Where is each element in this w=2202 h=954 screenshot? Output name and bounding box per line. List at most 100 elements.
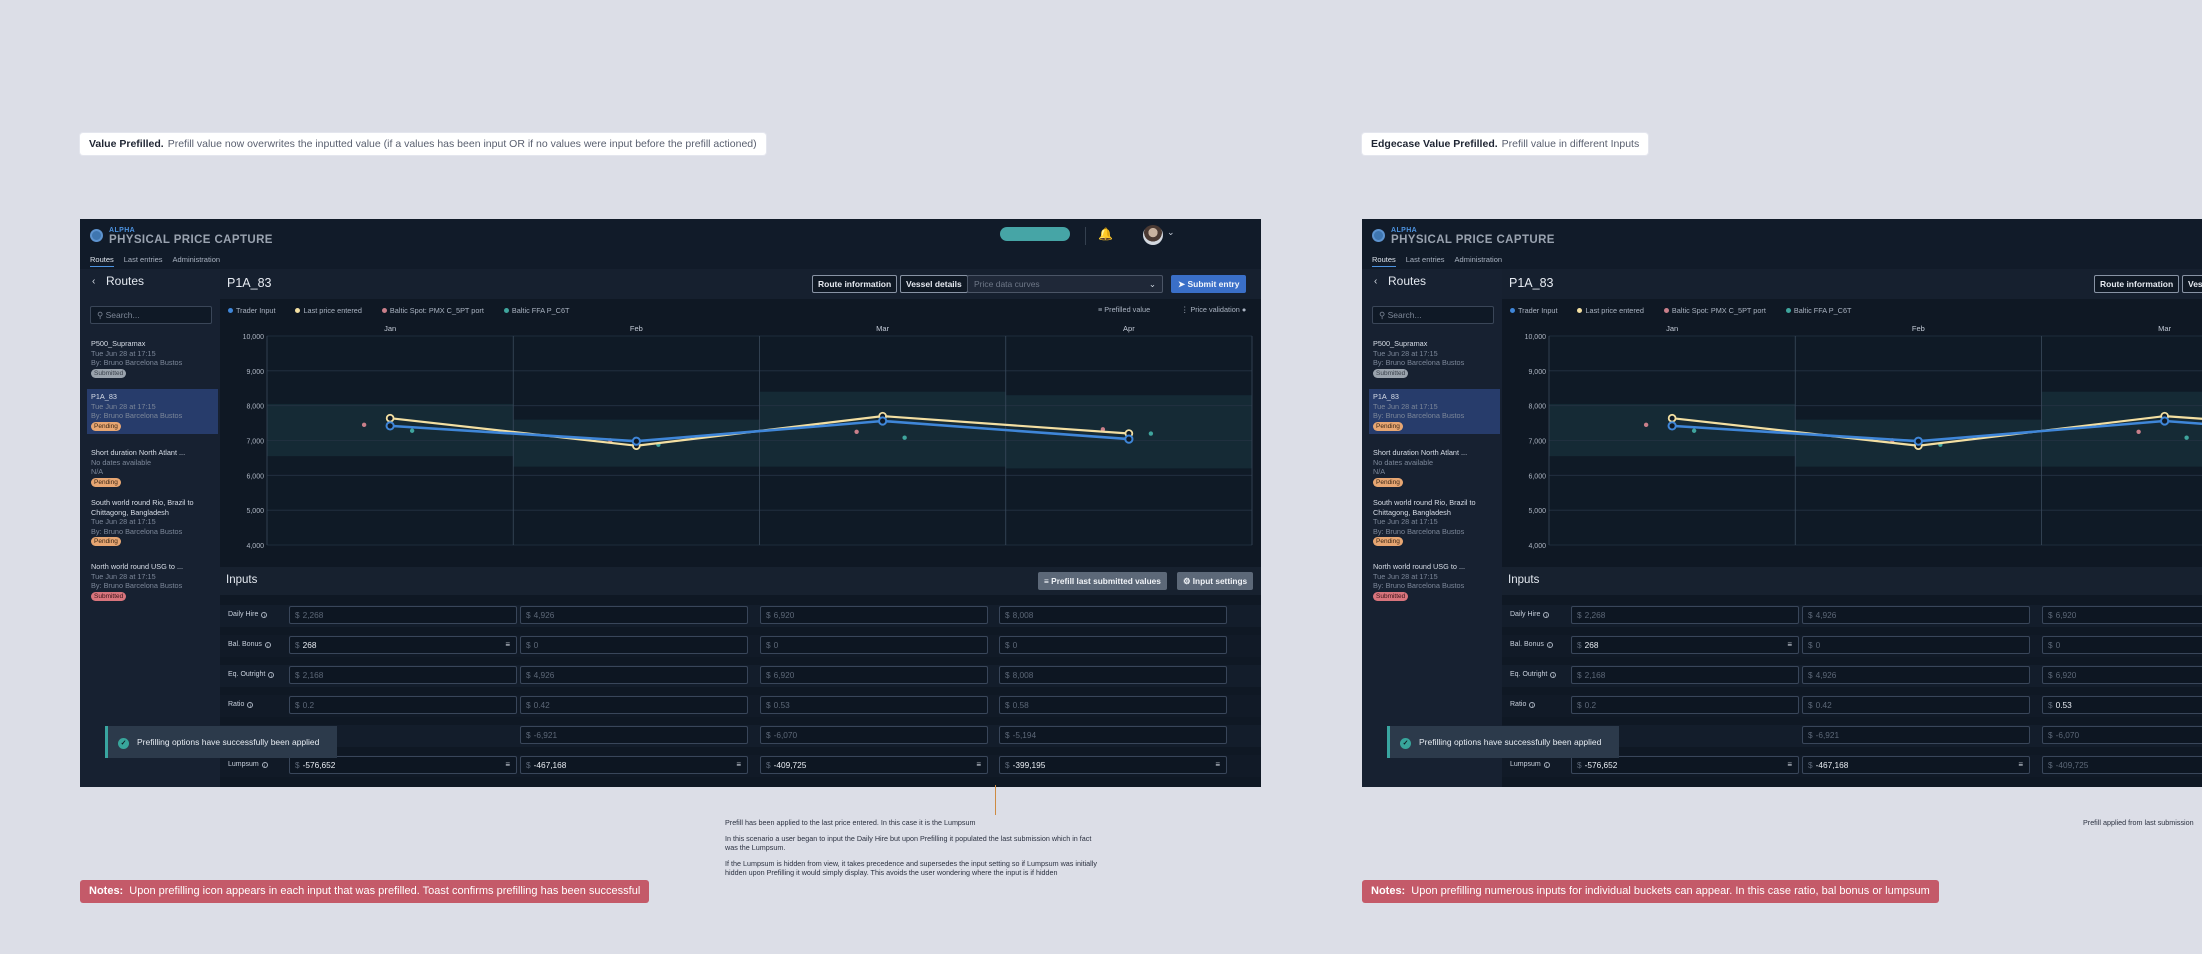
price-input[interactable]: $ -6,070 (760, 726, 988, 744)
price-input[interactable]: $ -6,070 (2042, 726, 2202, 744)
route-list-item[interactable]: Short duration North Atlant ... No dates … (91, 448, 186, 487)
input-row: Bal. Bonus i $268 ≡ $0 $0 (1502, 635, 2202, 657)
price-input[interactable]: $6,920 (760, 606, 988, 624)
nav-tab-2[interactable]: Administration (172, 255, 221, 264)
route-list-item[interactable]: South world round Rio, Brazil to Chittago… (91, 498, 194, 547)
legend-item[interactable]: Trader Input (1510, 306, 1567, 315)
y-tick-label: 7,000 (246, 439, 264, 446)
price-input[interactable]: $ -6,921 (1802, 726, 2030, 744)
nav-tab-2[interactable]: Administration (1454, 255, 1503, 264)
input-row: $ -6,921 $ -6,070 (1502, 725, 2202, 747)
info-icon: i (247, 702, 254, 708)
price-input[interactable]: $ -576,652 ≡ (289, 756, 517, 774)
route-information-button[interactable]: Route information (812, 275, 898, 293)
info-icon: i (264, 642, 271, 648)
price-input[interactable]: $ -409,725 ≡ (760, 756, 988, 774)
price-input[interactable]: $0.58 (999, 696, 1227, 714)
prefill-icon: ≡ (1098, 305, 1105, 314)
route-list-item[interactable]: P500_Supramax Tue Jun 28 at 17:15 By: Brun… (91, 339, 183, 378)
price-input[interactable]: $ -409,725 (2042, 756, 2202, 774)
baltic-spot-point (1100, 427, 1106, 432)
submit-entry-button[interactable]: ➤ Submit entry (1171, 275, 1247, 293)
legend-item[interactable]: Baltic Spot: PMX C_5PT port (381, 306, 494, 315)
price-input[interactable]: $4,926 (1802, 666, 2030, 684)
legend-item[interactable]: Last price entered (295, 306, 371, 315)
baltic-ffa-point (409, 428, 415, 433)
price-input[interactable]: $ -467,168 ≡ (520, 756, 748, 774)
route-list-item[interactable]: Short duration North Atlant ... No dates … (1373, 448, 1468, 487)
route-list-item[interactable]: North world round USG to ... Tue Jun 28 a… (1373, 562, 1466, 601)
legend-item[interactable]: Baltic FFA P_C6T (1785, 306, 1862, 315)
search-input[interactable]: ⚲ Search... (90, 306, 212, 324)
route-list-item[interactable]: North world round USG to ... Tue Jun 28 a… (91, 562, 184, 601)
price-input[interactable]: $4,926 (520, 666, 748, 684)
price-input[interactable]: $2,268 (1571, 606, 1799, 624)
price-input[interactable]: $0 (520, 636, 748, 654)
price-input[interactable]: $6,920 (2042, 666, 2202, 684)
price-input[interactable]: $0.2 (289, 696, 517, 714)
vessel-details-button[interactable]: Vessel details (900, 275, 968, 293)
price-input[interactable]: $8,008 (999, 606, 1227, 624)
price-input[interactable]: $268 ≡ (1571, 636, 1799, 654)
price-input[interactable]: $4,926 (1802, 606, 2030, 624)
legend-item[interactable]: Trader Input (228, 306, 285, 315)
bell-icon[interactable]: 🔔 (1098, 227, 1113, 241)
price-input[interactable]: $0.42 (520, 696, 748, 714)
annotation-text-right: Prefill applied from last submission (2083, 818, 2194, 827)
route-information-button[interactable]: Route information (2094, 275, 2180, 293)
back-chevron-icon[interactable]: ‹ (92, 276, 96, 287)
route-list-item[interactable]: P1A_83 Tue Jun 28 at 17:15 By: Bruno Barce… (1369, 389, 1500, 434)
price-input[interactable]: $ -399,195 ≡ (999, 756, 1227, 774)
price-input[interactable]: $2,168 (289, 666, 517, 684)
input-row: $ -6,921 $ -6,070 $ -5,194 (220, 725, 1261, 747)
legend-item[interactable]: Last price entered (1577, 306, 1653, 315)
price-input[interactable]: $6,920 (760, 666, 988, 684)
price-input[interactable]: $ -467,168 ≡ (1802, 756, 2030, 774)
back-chevron-icon[interactable]: ‹ (1374, 276, 1378, 287)
input-settings-button[interactable]: ⚙ Input settings (1177, 572, 1254, 590)
chevron-down-icon[interactable]: ⌄ (1167, 227, 1175, 237)
price-input[interactable]: $ -5,194 (999, 726, 1227, 744)
price-input[interactable]: $2,168 (1571, 666, 1799, 684)
nav-tab-0[interactable]: Routes (1372, 255, 1396, 267)
search-input[interactable]: ⚲ Search... (1372, 306, 1494, 324)
avatar[interactable] (1143, 225, 1163, 245)
price-input[interactable]: $0.53 (2042, 696, 2202, 714)
price-input[interactable]: $268 ≡ (289, 636, 517, 654)
status-pill[interactable] (1000, 227, 1070, 241)
price-input[interactable]: $ -576,652 ≡ (1571, 756, 1799, 774)
price-data-curves-select[interactable]: Price data curves ⌄ (967, 275, 1163, 293)
price-input[interactable]: $0.53 (760, 696, 988, 714)
price-input[interactable]: $0.42 (1802, 696, 2030, 714)
price-input[interactable]: $6,920 (2042, 606, 2202, 624)
price-input[interactable]: $0.2 (1571, 696, 1799, 714)
prefill-last-submitted-button[interactable]: ≡ Prefill last submitted values (1038, 572, 1167, 590)
header-divider (1085, 227, 1086, 245)
baltic-ffa-point (2184, 435, 2189, 440)
nav-tab-1[interactable]: Last entries (123, 255, 163, 264)
price-input[interactable]: $2,268 (289, 606, 517, 624)
main-nav: Routes Last entries Administration (1372, 255, 1512, 267)
price-input[interactable]: $ -6,921 (520, 726, 748, 744)
price-input[interactable]: $0 (1802, 636, 2030, 654)
price-input[interactable]: $0 (2042, 636, 2202, 654)
nav-tab-0[interactable]: Routes (90, 255, 114, 267)
legend-item[interactable]: Baltic Spot: PMX C_5PT port (1663, 306, 1776, 315)
price-input[interactable]: $8,008 (999, 666, 1227, 684)
input-row: Eq. Outright i $2,168 $4,926 $6,920 $8,008 (220, 665, 1261, 687)
route-list-item[interactable]: South world round Rio, Brazil to Chittago… (1373, 498, 1476, 547)
price-input[interactable]: $0 (999, 636, 1227, 654)
info-icon: i (1543, 612, 1550, 618)
legend-item[interactable]: Baltic FFA P_C6T (503, 306, 580, 315)
vessel-details-button[interactable]: Vessel details (2182, 275, 2202, 293)
price-input[interactable]: $0 (760, 636, 988, 654)
route-list-item[interactable]: P500_Supramax Tue Jun 28 at 17:15 By: Brun… (1373, 339, 1465, 378)
annotation-pointer (995, 785, 996, 815)
price-input[interactable]: $4,926 (520, 606, 748, 624)
route-list-item[interactable]: P1A_83 Tue Jun 28 at 17:15 By: Bruno Barce… (87, 389, 218, 434)
price-validation-toggle[interactable]: ⋮ Price validation ● (1181, 305, 1247, 314)
baltic-ffa-point (902, 435, 907, 440)
nav-tab-1[interactable]: Last entries (1405, 255, 1445, 264)
x-tick-label: Apr (1123, 324, 1135, 333)
app-header: ALPHA PHYSICAL PRICE CAPTURE Routes Last en… (1362, 219, 2202, 269)
